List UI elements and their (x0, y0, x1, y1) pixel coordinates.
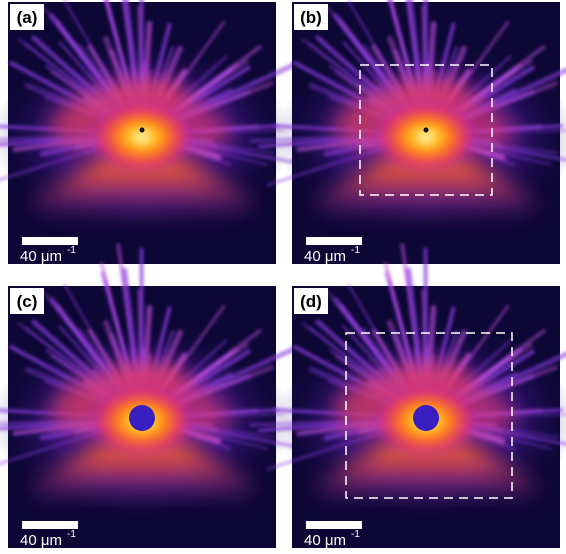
panel-label: (b) (300, 8, 322, 27)
panel: (b) 40 μm -1 (251, 0, 566, 265)
beam-center (140, 128, 145, 133)
scale-bar-text: 40 μm (20, 532, 62, 549)
pattern-image (0, 0, 298, 264)
scale-bar (306, 237, 362, 245)
panel-label: (d) (300, 292, 322, 311)
beam-stop (129, 405, 155, 431)
scale-bar-exponent: -1 (351, 245, 360, 256)
panel: (d) 40 μm -1 (251, 245, 566, 549)
scale-bar (22, 521, 78, 529)
scale-bar-exponent: -1 (67, 245, 76, 256)
scale-bar-exponent: -1 (67, 529, 76, 540)
panels: (a) 40 μm -1 (b) 40 μm -1 (c) 40 μm -1 (d) 40 μm -1 (0, 0, 566, 549)
scale-bar-exponent: -1 (351, 529, 360, 540)
scale-bar-text: 40 μm (20, 248, 62, 265)
figure: (a) 40 μm -1 (b) 40 μm -1 (c) 40 μm -1 (d) 40 μm -1 (0, 0, 566, 554)
pattern-image (0, 245, 298, 548)
beam-stop (413, 405, 439, 431)
scale-bar (22, 237, 78, 245)
panel-label: (c) (17, 292, 38, 311)
scale-bar (306, 521, 362, 529)
panel-label: (a) (17, 8, 38, 27)
beam-center (424, 128, 429, 133)
scale-bar-text: 40 μm (304, 248, 346, 265)
scale-bar-text: 40 μm (304, 532, 346, 549)
pattern-image (251, 0, 566, 264)
panel: (a) 40 μm -1 (0, 0, 298, 265)
panel: (c) 40 μm -1 (0, 245, 298, 549)
